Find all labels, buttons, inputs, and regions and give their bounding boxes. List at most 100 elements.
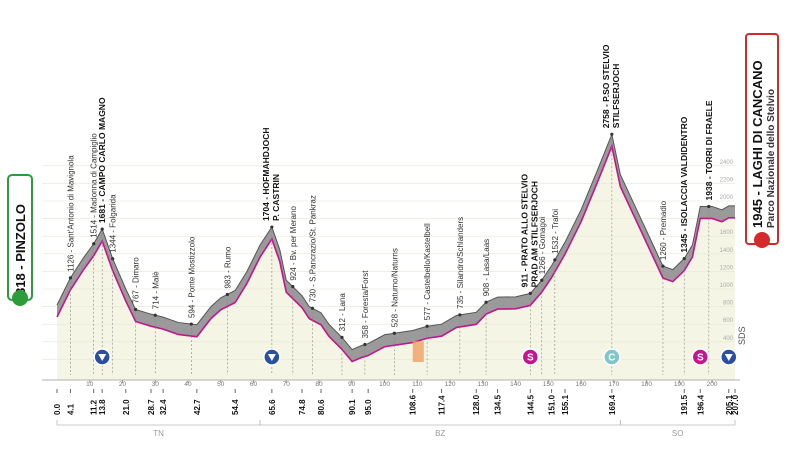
waypoint-dot	[100, 227, 104, 231]
sprint-icon-label: C	[608, 353, 615, 364]
waypoint-label: 1266 - Gomagoi	[538, 217, 547, 275]
sprint-icon-label: S	[697, 353, 704, 364]
waypoint-label: 577 - Castelbello/Kastelbell	[423, 223, 432, 320]
waypoint-label: 924 - Bv. per Merano	[289, 206, 298, 281]
x-tick-label: 50	[217, 381, 225, 388]
waypoint-label: PRAD AM STILFSERJOCH	[529, 181, 539, 287]
waypoint-dot	[225, 292, 229, 297]
waypoint-label: 1681 - CAMPO CARLO MAGNO	[97, 97, 107, 223]
y-tick-label: 600	[723, 318, 734, 324]
waypoint-label: 767 - Dimaro	[132, 257, 141, 304]
sprint-icon	[521, 348, 540, 366]
waypoint-dot	[484, 300, 488, 304]
waypoint-label: 1704 - HOFMAHDJOCH	[261, 128, 271, 222]
waypoint-dot	[661, 264, 665, 268]
waypoint-label: 528 - Naturno/Naturns	[390, 248, 399, 327]
waypoint-dot	[528, 291, 532, 295]
waypoint-label: 1532 - Trafoi	[551, 209, 560, 254]
x-tick-label: 30	[152, 381, 160, 388]
start-icon	[12, 290, 28, 306]
sprint-icon	[691, 348, 710, 366]
waypoint-dot	[425, 324, 429, 328]
x-tick-label: 10	[86, 381, 94, 388]
km-label: 134.5	[494, 394, 503, 415]
waypoint-label: STILFSERJOCH	[611, 64, 621, 129]
km-label: 128.0	[472, 394, 481, 415]
waypoint-label: 594 - Ponte Mostizzolo	[187, 236, 196, 318]
x-tick-label: 100	[379, 381, 390, 388]
km-label: 207.0	[731, 394, 740, 415]
km-label: 32.4	[159, 399, 168, 415]
region-bracket	[56, 420, 261, 426]
y-tick-label: 1600	[720, 230, 734, 236]
y-tick-label: 1000	[720, 283, 734, 289]
km-label: 54.4	[231, 399, 240, 415]
profile-fill	[57, 134, 735, 380]
x-tick-label: 150	[543, 381, 554, 388]
waypoint-label: 1938 - TORRI DI FRAELE	[704, 100, 714, 200]
km-label: 80.6	[317, 399, 326, 415]
km-label: 144.5	[526, 394, 535, 415]
km-label: 95.0	[364, 399, 373, 415]
waypoint-label: 312 - Lana	[338, 293, 347, 332]
waypoint-dot	[291, 285, 295, 289]
waypoint-label: 1345 - ISOLACCIA VALDIDENTRO	[679, 116, 689, 252]
feed-zone	[412, 341, 424, 362]
start-label: 818 - PINZOLO	[13, 204, 28, 295]
waypoint-label: 908 - Lasa/Laas	[482, 239, 491, 296]
y-tick-label: 2400	[720, 160, 734, 166]
y-tick-label: 2200	[720, 177, 734, 183]
x-tick-label: 40	[184, 381, 192, 388]
waypoint-dot	[134, 307, 138, 312]
km-label: 117.4	[438, 395, 447, 415]
x-tick-label: 140	[510, 381, 521, 388]
waypoint-dot	[553, 258, 557, 262]
waypoint-dot	[707, 204, 711, 209]
x-tick-label: 180	[641, 381, 652, 388]
km-label: 28.7	[147, 399, 156, 415]
region-label: SO	[672, 429, 684, 438]
y-tick-label: 400	[723, 336, 734, 342]
x-tick-label: 110	[412, 381, 423, 388]
waypoint-dot	[111, 257, 115, 261]
x-tick-label: 90	[348, 381, 356, 388]
x-tick-label: 190	[674, 381, 685, 388]
km-label: 74.8	[298, 399, 307, 415]
km-label: 196.4	[696, 394, 705, 415]
waypoint-label: P. CASTRIN	[271, 174, 281, 221]
x-tick-label: 20	[119, 381, 127, 388]
waypoint-label: 1344 - Folgarida	[109, 194, 118, 253]
y-tick-label: 2000	[720, 195, 734, 201]
profile-band	[57, 134, 735, 362]
waypoint-dot	[310, 306, 315, 310]
waypoint-label: 714 - Malè	[151, 271, 160, 309]
sprint-icon	[603, 348, 621, 366]
x-tick-label: 60	[250, 381, 258, 388]
profile-line	[56, 132, 735, 351]
waypoint-dot	[458, 313, 462, 317]
sprint-icon-glyph	[724, 354, 733, 361]
km-label: 0.0	[53, 403, 62, 415]
sprint-icon-glyph	[267, 354, 276, 361]
waypoint-label: 358 - Foresta/Forst	[361, 270, 370, 339]
waypoint-label: 2758 - P.SO STELVIO	[601, 44, 611, 128]
waypoint-dot	[392, 331, 396, 335]
region-bracket	[259, 420, 621, 426]
km-label: 13.8	[98, 399, 107, 415]
y-tick-label: 1400	[720, 248, 734, 254]
km-label: 169.4	[608, 394, 617, 415]
finish-sublabel: Parco Nazionale dello Stelvio	[766, 89, 777, 228]
x-tick-label: 200	[707, 381, 718, 388]
km-label: 90.1	[348, 399, 357, 415]
waypoint-label: 983 - Rumo	[223, 246, 232, 288]
km-label: 108.6	[409, 394, 418, 415]
waypoint-label: 911 - PRATO ALLO STELVIO	[519, 174, 529, 288]
region-label: BZ	[435, 429, 445, 438]
x-tick-label: 80	[315, 381, 323, 388]
sprint-icon-label: S	[527, 353, 534, 364]
km-label: 205.1	[725, 394, 734, 415]
km-label: 42.7	[193, 399, 202, 415]
km-label: 4.1	[66, 403, 75, 415]
x-tick-label: 160	[576, 381, 587, 388]
